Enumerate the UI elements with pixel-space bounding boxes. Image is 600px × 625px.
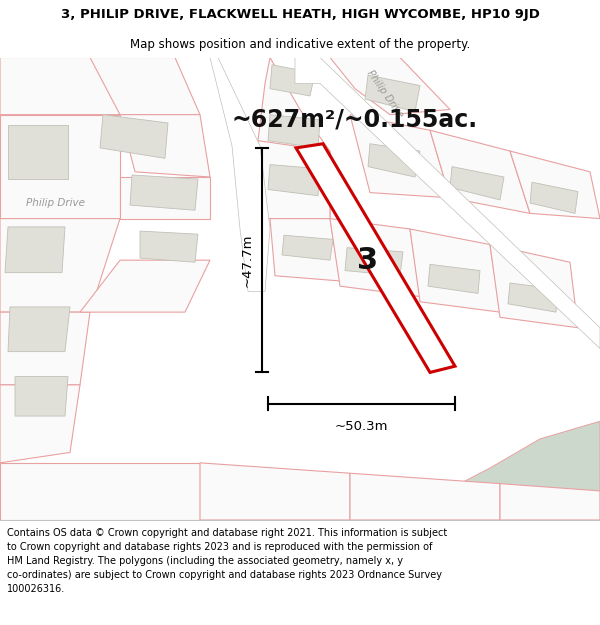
Polygon shape xyxy=(296,144,455,372)
Polygon shape xyxy=(120,177,210,219)
Text: ~47.7m: ~47.7m xyxy=(241,233,254,287)
Polygon shape xyxy=(8,307,70,352)
Polygon shape xyxy=(282,235,333,260)
Polygon shape xyxy=(5,227,65,272)
Text: 3, PHILIP DRIVE, FLACKWELL HEATH, HIGH WYCOMBE, HP10 9JD: 3, PHILIP DRIVE, FLACKWELL HEATH, HIGH W… xyxy=(61,8,539,21)
Polygon shape xyxy=(430,130,530,213)
Polygon shape xyxy=(350,114,450,198)
Polygon shape xyxy=(0,463,200,520)
Text: Map shows position and indicative extent of the property.: Map shows position and indicative extent… xyxy=(130,38,470,51)
Polygon shape xyxy=(368,144,420,177)
Polygon shape xyxy=(330,219,420,296)
Text: ~50.3m: ~50.3m xyxy=(335,420,388,433)
Polygon shape xyxy=(8,125,68,179)
Polygon shape xyxy=(0,114,120,219)
Polygon shape xyxy=(500,484,600,520)
Polygon shape xyxy=(120,114,210,177)
Polygon shape xyxy=(295,58,600,349)
Polygon shape xyxy=(258,58,330,219)
Polygon shape xyxy=(80,260,210,312)
Text: Contains OS data © Crown copyright and database right 2021. This information is : Contains OS data © Crown copyright and d… xyxy=(7,528,448,594)
Text: 3: 3 xyxy=(358,246,379,274)
Text: Philip Drive: Philip Drive xyxy=(365,68,405,119)
Polygon shape xyxy=(410,229,500,312)
Polygon shape xyxy=(0,385,80,463)
Polygon shape xyxy=(530,182,578,213)
Polygon shape xyxy=(100,114,168,158)
Polygon shape xyxy=(90,58,200,114)
Text: ~627m²/~0.155ac.: ~627m²/~0.155ac. xyxy=(232,108,478,132)
Polygon shape xyxy=(195,58,270,291)
Polygon shape xyxy=(268,164,320,196)
Polygon shape xyxy=(508,283,558,312)
Polygon shape xyxy=(270,219,340,281)
Polygon shape xyxy=(258,141,330,219)
Polygon shape xyxy=(370,421,600,520)
Polygon shape xyxy=(0,219,120,312)
Polygon shape xyxy=(510,151,600,219)
Polygon shape xyxy=(345,248,403,276)
Polygon shape xyxy=(200,463,350,520)
Polygon shape xyxy=(0,312,90,385)
Polygon shape xyxy=(268,114,320,148)
Polygon shape xyxy=(15,377,68,416)
Polygon shape xyxy=(140,231,198,262)
Polygon shape xyxy=(270,65,315,96)
Polygon shape xyxy=(350,473,500,520)
Polygon shape xyxy=(365,75,420,111)
Text: Philip Drive: Philip Drive xyxy=(25,198,85,208)
Polygon shape xyxy=(450,167,504,200)
Polygon shape xyxy=(490,244,578,328)
Polygon shape xyxy=(0,58,140,114)
Polygon shape xyxy=(130,175,198,210)
Polygon shape xyxy=(330,58,450,114)
Polygon shape xyxy=(428,264,480,293)
